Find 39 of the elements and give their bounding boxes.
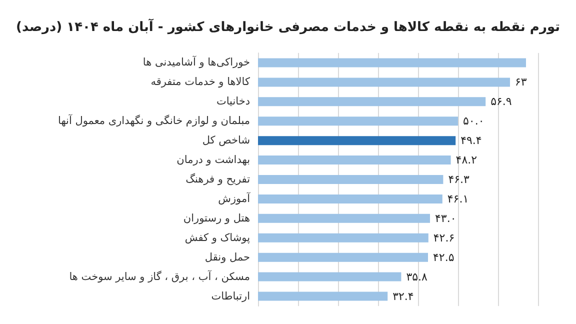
bar (258, 214, 430, 223)
data-label: ۶۳ (515, 76, 527, 89)
y-tick-label: خوراکی‌ها و آشامیدنی ها (142, 56, 250, 69)
y-tick-label: تفریح و فرهنگ (186, 172, 250, 186)
data-label: ۴۶.۱ (447, 192, 469, 206)
bar (258, 292, 388, 301)
y-tick-label: کالاها و خدمات متفرقه (150, 76, 250, 88)
bar (258, 233, 428, 242)
bar (258, 156, 451, 165)
data-label: ۴۸.۲ (456, 154, 478, 167)
data-label: ۴۹.۴ (460, 134, 482, 148)
y-tick-label: شاخص کل (202, 134, 250, 147)
y-tick-label: مبلمان و لوازم خانگی و نگهداری معمول آنها (58, 114, 250, 128)
y-tick-label: آموزش (218, 192, 252, 205)
y-tick-label: بهداشت و درمان (176, 154, 250, 166)
y-tick-label: هتل و رستوران (183, 212, 250, 224)
bar (258, 272, 402, 282)
y-tick-label: پوشاک و کفش (184, 232, 250, 244)
bar (258, 116, 458, 126)
data-label: ۴۲.۵ (433, 250, 454, 264)
data-label: ۳۵.۸ (406, 270, 428, 284)
chart-title: تورم نقطه به نقطه کالاها و خدمات مصرفی خانوارهای کشور - آبان ماه ۱۴۰۴ (درصد) (16, 18, 560, 35)
bar (258, 194, 442, 204)
y-tick-label: دخانیات (216, 96, 250, 108)
bar (258, 175, 444, 184)
data-label: ۵۰.۰ (463, 114, 484, 128)
bar (258, 97, 486, 106)
bar (258, 78, 510, 87)
y-tick-label: مسکن ، آب ، برق ، گاز و سایر سوخت ها (69, 270, 250, 283)
data-label: ۵۶.۹ (490, 95, 512, 108)
data-label: ۴۶.۳ (448, 173, 470, 186)
bar (258, 58, 526, 68)
data-label: ۴۳.۰ (435, 212, 456, 225)
bar (258, 252, 428, 262)
data-label: ۳۲.۴ (392, 290, 414, 303)
y-tick-label: ارتباطات (211, 290, 250, 302)
data-label: ۴۲.۶ (433, 231, 455, 244)
bar (258, 136, 456, 146)
y-tick-label: حمل ونقل (204, 251, 250, 264)
